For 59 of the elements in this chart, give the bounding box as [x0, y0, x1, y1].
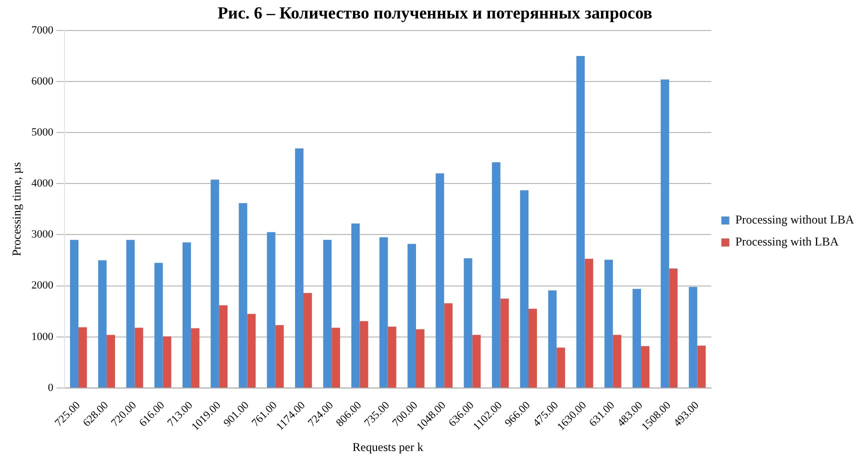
- bar: [388, 326, 396, 388]
- bar: [210, 180, 220, 388]
- bar: [379, 237, 388, 388]
- bar: [576, 56, 585, 388]
- legend-label: Processing without LBA: [735, 212, 854, 227]
- bar: [162, 336, 172, 388]
- y-tick-label: 2000: [31, 280, 54, 292]
- y-tick-label: 6000: [31, 75, 54, 88]
- bar: [70, 240, 78, 388]
- bar: [548, 290, 557, 388]
- y-axis-title: Processing time, µs: [9, 162, 24, 256]
- bar: [641, 346, 650, 388]
- y-tick-label: 4000: [31, 178, 54, 190]
- bar: [669, 268, 678, 388]
- y-tick-label: 1000: [31, 330, 54, 343]
- bar: [604, 260, 613, 388]
- y-tick-label: 3000: [31, 228, 54, 241]
- bar: [408, 244, 416, 388]
- bar: [238, 203, 248, 388]
- bar: [444, 303, 453, 388]
- chart-title: Рис. 6 – Количество полученных и потерянных запросов: [218, 4, 652, 23]
- bar: [660, 79, 670, 388]
- bar: [134, 328, 144, 388]
- bar: [464, 258, 472, 388]
- bar: [106, 334, 116, 388]
- y-tick-label: 5000: [31, 126, 54, 138]
- bar: [190, 328, 200, 388]
- bar: [154, 262, 163, 388]
- bar: [472, 334, 481, 388]
- legend-label: Processing with LBA: [735, 234, 839, 249]
- bar: [632, 288, 642, 388]
- bar: [520, 190, 529, 388]
- bar: [416, 329, 424, 388]
- bar: [697, 346, 706, 388]
- bar: [556, 348, 566, 388]
- bar: [360, 321, 368, 388]
- y-tick-label: 7000: [31, 24, 54, 36]
- bar: [351, 223, 360, 388]
- bar: [78, 327, 87, 388]
- x-axis-title: Requests per k: [352, 440, 424, 454]
- bar: [126, 240, 135, 388]
- bar: [247, 314, 256, 388]
- bar: [303, 292, 312, 388]
- bar: [332, 328, 340, 388]
- bar: [98, 260, 107, 388]
- bar: [295, 148, 304, 388]
- bar: [219, 305, 228, 388]
- bar: [436, 173, 444, 388]
- bar: [500, 298, 509, 388]
- bar: [492, 162, 500, 388]
- bar: [275, 325, 284, 388]
- bar: [612, 334, 622, 388]
- bar: [528, 308, 537, 388]
- bar: [688, 286, 698, 388]
- bar: [323, 240, 332, 388]
- bar: [182, 242, 191, 388]
- bar: [584, 258, 594, 388]
- bar: [266, 232, 276, 388]
- y-tick-label: 0: [48, 382, 54, 394]
